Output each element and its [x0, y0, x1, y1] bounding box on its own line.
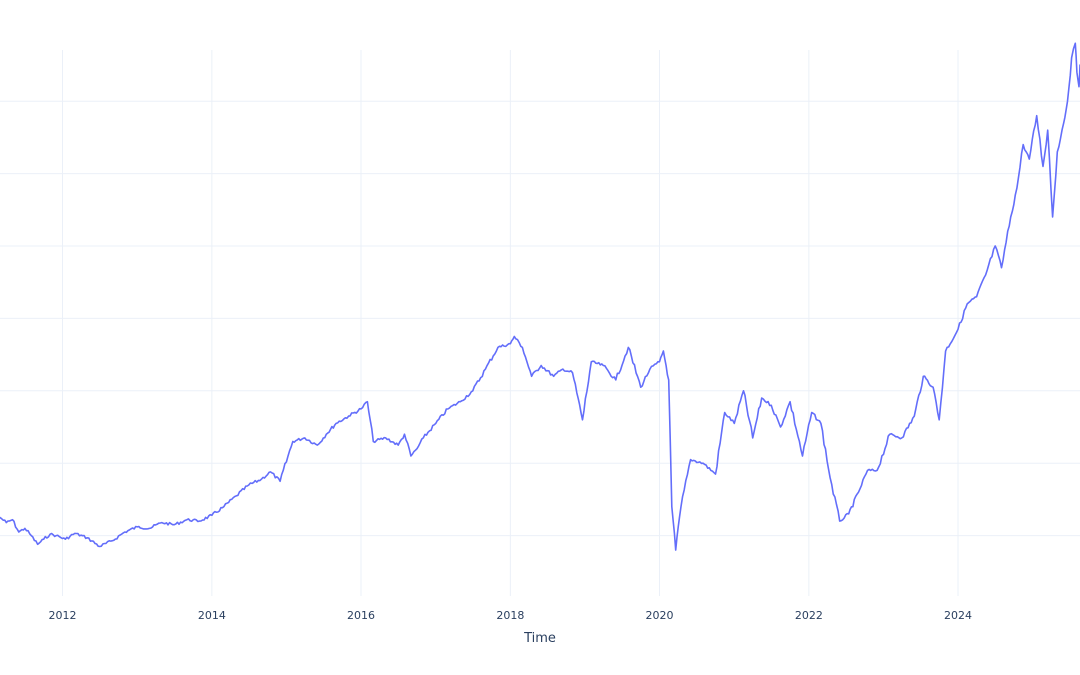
x-tick-label: 2024	[944, 609, 972, 622]
x-gridlines	[62, 50, 959, 596]
x-tick-label: 2016	[347, 609, 375, 622]
x-tick-labels: 2012 2014 2016 2018 2020 2022 2024	[49, 609, 973, 622]
series-line	[0, 42, 1080, 551]
x-tick-label: 2018	[496, 609, 524, 622]
x-tick-label: 2012	[49, 609, 77, 622]
y-gridlines	[0, 100, 1080, 537]
x-tick-label: 2022	[795, 609, 823, 622]
series-layer	[0, 42, 1080, 551]
x-axis-title: Time	[523, 631, 556, 646]
x-tick-label: 2020	[646, 609, 674, 622]
x-tick-label: 2014	[198, 609, 226, 622]
